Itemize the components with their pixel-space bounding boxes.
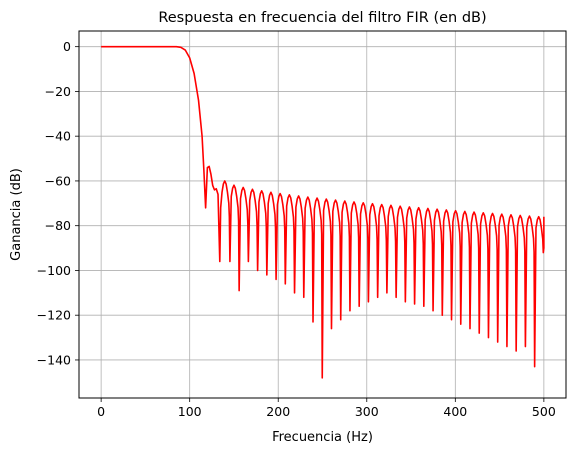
series-line [101, 45, 545, 379]
x-tick-label: 200 [266, 404, 290, 419]
x-tick-label: 400 [443, 404, 467, 419]
series-layer [101, 45, 545, 379]
y-tick-label: 0 [63, 39, 71, 54]
y-tick-label: −20 [45, 84, 71, 99]
x-tick-label: 300 [355, 404, 379, 419]
y-axis: 0 −20 −40 −60 −80 −100 −120 −140 [37, 39, 79, 367]
y-tick-label: −40 [45, 129, 71, 144]
y-axis-label: Ganancia (dB) [9, 168, 24, 261]
plot-area-frame [78, 30, 567, 399]
x-axis-label: Frecuencia (Hz) [272, 430, 373, 445]
x-tick-label: 0 [97, 404, 105, 419]
y-tick-label: −100 [37, 263, 71, 278]
y-tick-label: −120 [37, 308, 71, 323]
x-tick-label: 100 [178, 404, 202, 419]
y-tick-label: −60 [45, 173, 71, 188]
x-tick-label: 500 [532, 404, 556, 419]
x-axis: 0 100 200 300 400 500 [97, 398, 556, 419]
chart-title: Respuesta en frecuencia del filtro FIR (… [158, 10, 486, 26]
y-tick-label: −140 [37, 352, 71, 367]
y-tick-label: −80 [45, 218, 71, 233]
